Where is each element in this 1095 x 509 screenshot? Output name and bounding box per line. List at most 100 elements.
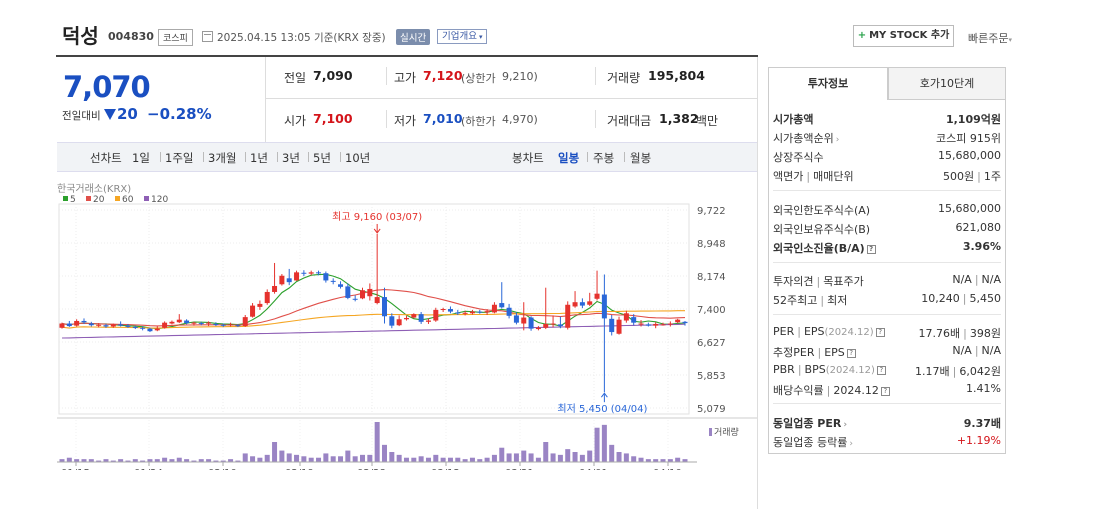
volume-bar [403,457,409,462]
candle-body [279,275,285,285]
info-label: 배당수익률 | 2024.12? [773,382,890,398]
info-label-text-2: EPS [803,325,825,338]
candle-body [264,291,270,304]
volume-bar [484,457,490,462]
volume-bar [682,459,688,462]
x-tick-label: 04/10 [653,468,682,470]
help-icon[interactable]: ? [846,349,856,358]
chevron-right-icon: › [843,420,848,430]
volume-bar [667,459,673,462]
help-icon[interactable]: ? [866,245,876,254]
volume-bar [601,424,607,462]
period-4[interactable]: 3년 [282,151,300,165]
period-2[interactable]: 3개월 [208,151,237,165]
info-divider: | [817,346,822,359]
x-tick-label: 01/24 [134,468,163,470]
period-separator [245,152,246,162]
add-mystock-button[interactable]: + MY STOCK 추가 [853,25,954,47]
period-separator [587,152,588,162]
max-arrow-head [373,228,381,234]
tab-investment-info[interactable]: 투자정보 [768,67,888,100]
open-label: 시가 [284,114,307,128]
info-value-text-2: 1주 [983,170,1001,183]
chevron-right-icon: › [835,135,840,145]
volume-legend-swatch [709,428,712,436]
period-separator [203,152,204,162]
y-tick-label: 8,174 [697,272,726,283]
help-icon[interactable]: ? [880,387,890,396]
info-value: 17.76배 | 398원 [919,325,1001,341]
company-overview-button[interactable]: 기업개요 ▾ [437,29,488,44]
info-value: 621,080 [956,221,1002,234]
candle-body [206,322,212,324]
y-tick-label: 6,627 [697,338,726,349]
info-label-text-2: 2024.12 [833,384,879,397]
candle-period-2[interactable]: 월봉 [630,151,652,165]
investment-info-box [768,100,1006,454]
ma-legend-swatch [144,196,149,201]
volume-bar [389,452,395,462]
info-row: 외국인소진율(B/A)? 3.96% [773,240,1001,256]
quick-order-button[interactable]: 빠른주문▾ [968,30,1012,46]
info-label: 추정PER | EPS? [773,344,856,360]
info-label: PBR | BPS(2024.12)? [773,363,886,376]
x-tick-label: 02/19 [285,468,314,470]
company-overview-label: 기업개요 [442,31,477,42]
volume-bar [213,460,219,462]
quote-row-divider [265,98,757,99]
info-row: 외국인보유주식수(B) 621,080 [773,221,1001,237]
help-icon[interactable]: ? [875,328,885,337]
volume-bar [543,442,549,462]
info-label: 외국인보유주식수(B) [773,221,870,237]
volume-bar [330,456,336,462]
volume-bar [374,422,380,462]
candle-body [367,288,373,297]
volume-bar [491,454,497,462]
y-tick-label: 9,722 [697,206,726,217]
help-icon[interactable]: ? [876,366,886,375]
volume-bar [250,456,256,462]
info-label-period: (2024.12) [824,327,874,338]
period-3[interactable]: 1년 [250,151,268,165]
tab-orderbook[interactable]: 호가10단계 [888,67,1006,100]
candle-period-0[interactable]: 일봉 [558,151,580,165]
realtime-badge[interactable]: 실시간 [396,29,431,45]
candle-body [81,320,87,323]
candle-period-1[interactable]: 주봉 [593,151,615,165]
period-0[interactable]: 1일 [132,151,150,165]
volume-bar [535,457,541,462]
candle-body [477,311,483,313]
period-5[interactable]: 5년 [313,151,331,165]
info-row: 상장주식수 15,680,000 [773,149,1001,165]
candle-body [411,314,417,318]
open-value: 7,100 [313,111,353,126]
x-tick-label: 03/21 [505,468,534,470]
candle-body [250,305,256,317]
volume-bar [660,459,666,462]
timestamp: 2025.04.15 13:05 기준(KRX 장중) [217,32,386,44]
upper-limit-value: 9,210) [502,70,538,83]
min-arrow-head [600,392,608,398]
chevron-down-icon: ▾ [478,33,483,41]
volume-bar [235,460,241,462]
candle-body [125,325,131,327]
info-divider: | [797,325,801,338]
candle-body [557,324,563,327]
info-label-text: 상장주식수 [773,151,824,164]
info-group-divider [773,262,1001,263]
info-label: 동일업종 PER › [773,415,847,431]
high-value: 7,120 [423,68,463,83]
period-6[interactable]: 10년 [345,151,371,165]
info-value-text-2: 398원 [969,327,1001,340]
header-divider [56,55,758,57]
volume-bar [66,457,72,462]
max-annotation: 최고 9,160 (03/07) [332,211,422,223]
info-value-text: 621,080 [955,221,1002,234]
x-tick-label: 02/10 [208,468,237,470]
volume-bar [433,454,439,462]
period-1[interactable]: 1주일 [165,151,194,165]
candle-body [601,294,607,319]
info-divider: | [820,294,825,307]
info-label-text-2: BPS [804,363,826,376]
candle-body [235,325,241,327]
